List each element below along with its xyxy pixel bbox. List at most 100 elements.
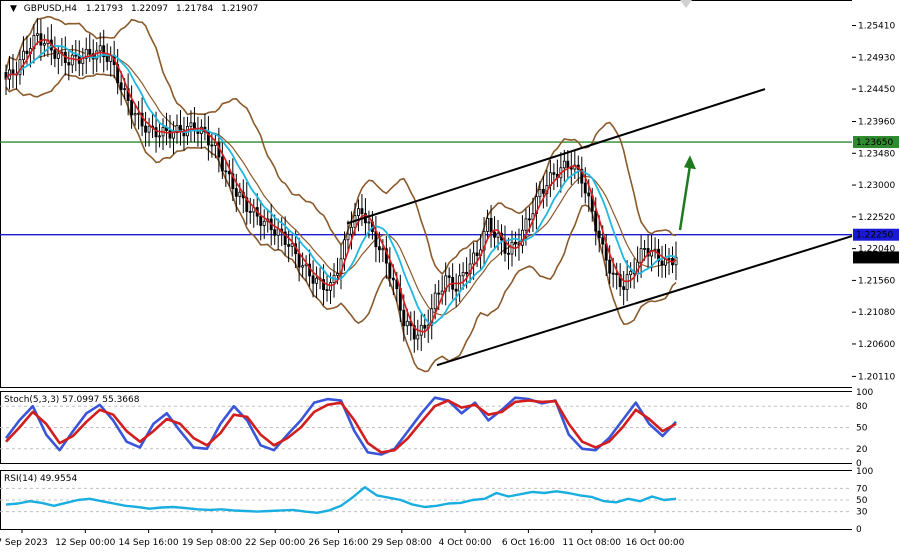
- candle-body[interactable]: [350, 226, 353, 235]
- candle-body[interactable]: [84, 49, 88, 59]
- candle-body[interactable]: [311, 275, 315, 284]
- candle-body[interactable]: [140, 112, 144, 127]
- candle-body[interactable]: [189, 122, 193, 127]
- candle-body[interactable]: [437, 292, 441, 295]
- candle-body[interactable]: [465, 271, 469, 275]
- candle-body[interactable]: [416, 334, 420, 340]
- candle-body[interactable]: [475, 252, 479, 256]
- candle-body[interactable]: [615, 273, 619, 276]
- candle-body[interactable]: [231, 173, 235, 189]
- candle-body[interactable]: [622, 286, 626, 290]
- candle-body[interactable]: [224, 170, 228, 173]
- candle-body[interactable]: [419, 324, 423, 336]
- candle-body[interactable]: [259, 215, 263, 226]
- candle-body[interactable]: [220, 156, 224, 172]
- candle-body[interactable]: [388, 262, 392, 279]
- candle-body[interactable]: [35, 33, 39, 36]
- candle-body[interactable]: [433, 292, 437, 310]
- candle-body[interactable]: [4, 72, 8, 80]
- candle-body[interactable]: [343, 239, 346, 260]
- candle-body[interactable]: [245, 197, 249, 212]
- candle-body[interactable]: [346, 233, 350, 241]
- candle-body[interactable]: [444, 275, 448, 292]
- candle-body[interactable]: [611, 272, 615, 275]
- arrow-shaft[interactable]: [678, 165, 692, 231]
- candle-body[interactable]: [367, 221, 371, 224]
- candle-body[interactable]: [594, 210, 598, 232]
- candle-body[interactable]: [39, 33, 43, 46]
- candle-body[interactable]: [53, 49, 57, 59]
- candle-body[interactable]: [74, 54, 78, 57]
- candle-body[interactable]: [168, 130, 172, 139]
- candle-body[interactable]: [643, 248, 647, 250]
- candle-body[interactable]: [423, 324, 427, 329]
- candle-body[interactable]: [454, 288, 458, 292]
- candle-body[interactable]: [301, 265, 305, 268]
- candle-body[interactable]: [42, 43, 46, 46]
- candle-body[interactable]: [158, 135, 161, 138]
- candle-body[interactable]: [381, 248, 385, 251]
- candle-body[interactable]: [608, 259, 612, 274]
- candle-body[interactable]: [360, 208, 364, 215]
- candle-body[interactable]: [25, 50, 29, 54]
- candle-body[interactable]: [297, 253, 301, 268]
- candle-body[interactable]: [175, 125, 179, 133]
- candle-body[interactable]: [22, 50, 25, 61]
- trend-line[interactable]: [346, 88, 766, 225]
- candle-body[interactable]: [489, 217, 493, 233]
- candle-body[interactable]: [273, 229, 277, 236]
- candle-body[interactable]: [447, 275, 451, 278]
- candle-body[interactable]: [391, 277, 395, 281]
- candle-body[interactable]: [95, 50, 99, 60]
- candle-body[interactable]: [514, 241, 517, 245]
- candle-body[interactable]: [629, 270, 633, 276]
- candle-body[interactable]: [569, 167, 573, 170]
- candle-body[interactable]: [507, 252, 510, 255]
- candle-body[interactable]: [667, 257, 671, 260]
- candle-body[interactable]: [325, 289, 329, 291]
- candle-body[interactable]: [482, 230, 486, 251]
- candle-body[interactable]: [566, 160, 570, 169]
- candle-body[interactable]: [472, 252, 476, 265]
- candle-body[interactable]: [402, 309, 406, 327]
- candle-body[interactable]: [486, 217, 490, 232]
- candle-body[interactable]: [322, 279, 325, 290]
- arrow-up-icon[interactable]: [684, 155, 696, 170]
- candle-body[interactable]: [130, 100, 134, 116]
- candle-body[interactable]: [660, 260, 664, 266]
- candle-body[interactable]: [377, 246, 381, 251]
- candle-body[interactable]: [597, 230, 601, 239]
- candle-body[interactable]: [639, 248, 643, 263]
- candle-body[interactable]: [105, 56, 109, 62]
- candle-body[interactable]: [172, 132, 175, 139]
- candle-body[interactable]: [562, 160, 566, 169]
- trend-line[interactable]: [436, 235, 853, 367]
- candle-body[interactable]: [336, 273, 339, 276]
- candle-body[interactable]: [493, 231, 496, 238]
- candle-body[interactable]: [238, 191, 242, 197]
- candle-body[interactable]: [290, 243, 294, 247]
- candle-body[interactable]: [248, 211, 252, 213]
- candle-body[interactable]: [412, 325, 416, 340]
- candle-body[interactable]: [527, 218, 531, 221]
- candle-body[interactable]: [538, 188, 542, 198]
- candle-body[interactable]: [287, 244, 291, 247]
- candle-body[interactable]: [234, 188, 238, 197]
- candle-body[interactable]: [496, 232, 500, 238]
- candle-body[interactable]: [144, 125, 148, 133]
- candle-body[interactable]: [618, 274, 622, 288]
- candle-body[interactable]: [102, 45, 106, 58]
- candle-body[interactable]: [357, 208, 360, 217]
- candle-body[interactable]: [133, 113, 137, 116]
- candle-body[interactable]: [210, 144, 214, 147]
- candle-body[interactable]: [88, 49, 92, 55]
- scroll-marker-icon[interactable]: [680, 0, 692, 8]
- candle-body[interactable]: [315, 277, 319, 284]
- candle-body[interactable]: [283, 231, 287, 245]
- candle-body[interactable]: [583, 182, 587, 194]
- candle-body[interactable]: [329, 282, 332, 291]
- candle-body[interactable]: [123, 88, 127, 91]
- candle-body[interactable]: [524, 218, 528, 231]
- candle-body[interactable]: [67, 62, 71, 66]
